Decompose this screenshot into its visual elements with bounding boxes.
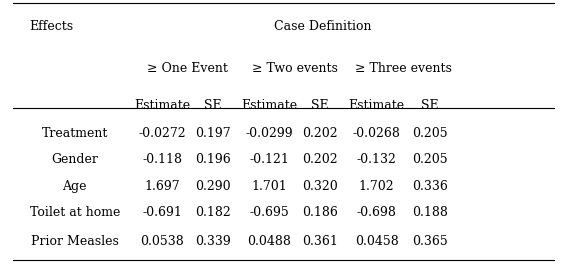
Text: SE: SE [311, 99, 329, 112]
Text: Prior Measles: Prior Measles [31, 235, 119, 248]
Text: 0.320: 0.320 [302, 180, 338, 193]
Text: 0.365: 0.365 [412, 235, 448, 248]
Text: SE: SE [204, 99, 222, 112]
Text: ≥ One Event: ≥ One Event [147, 62, 228, 75]
Text: 0.197: 0.197 [195, 127, 231, 140]
Text: -0.698: -0.698 [357, 206, 396, 219]
Text: -0.0268: -0.0268 [353, 127, 400, 140]
Text: -0.121: -0.121 [249, 154, 289, 166]
Text: 0.202: 0.202 [302, 127, 338, 140]
Text: -0.0299: -0.0299 [246, 127, 293, 140]
Text: 0.336: 0.336 [412, 180, 448, 193]
Text: 0.0488: 0.0488 [247, 235, 291, 248]
Text: 0.205: 0.205 [412, 127, 448, 140]
Text: ≥ Two events: ≥ Two events [252, 62, 338, 75]
Text: 0.339: 0.339 [195, 235, 231, 248]
Text: -0.118: -0.118 [142, 154, 182, 166]
Text: 0.361: 0.361 [302, 235, 338, 248]
Text: ≥ Three events: ≥ Three events [355, 62, 452, 75]
Text: 0.182: 0.182 [195, 206, 231, 219]
Text: 0.205: 0.205 [412, 154, 448, 166]
Text: 0.0458: 0.0458 [355, 235, 399, 248]
Text: Age: Age [62, 180, 87, 193]
Text: -0.132: -0.132 [357, 154, 396, 166]
Text: Gender: Gender [51, 154, 98, 166]
Text: SE: SE [421, 99, 439, 112]
Text: 1.697: 1.697 [145, 180, 180, 193]
Text: Treatment: Treatment [41, 127, 108, 140]
Text: 0.202: 0.202 [302, 154, 338, 166]
Text: -0.695: -0.695 [249, 206, 289, 219]
Text: Estimate: Estimate [349, 99, 405, 112]
Text: Toilet at home: Toilet at home [29, 206, 120, 219]
Text: 0.188: 0.188 [412, 206, 448, 219]
Text: Effects: Effects [29, 20, 74, 33]
Text: Case Definition: Case Definition [274, 20, 372, 33]
Text: 0.0538: 0.0538 [140, 235, 184, 248]
Text: Estimate: Estimate [134, 99, 191, 112]
Text: 0.196: 0.196 [195, 154, 231, 166]
Text: Estimate: Estimate [242, 99, 298, 112]
Text: 1.701: 1.701 [252, 180, 287, 193]
Text: 1.702: 1.702 [359, 180, 395, 193]
Text: -0.691: -0.691 [142, 206, 182, 219]
Text: 0.186: 0.186 [302, 206, 338, 219]
Text: -0.0272: -0.0272 [138, 127, 186, 140]
Text: 0.290: 0.290 [195, 180, 231, 193]
